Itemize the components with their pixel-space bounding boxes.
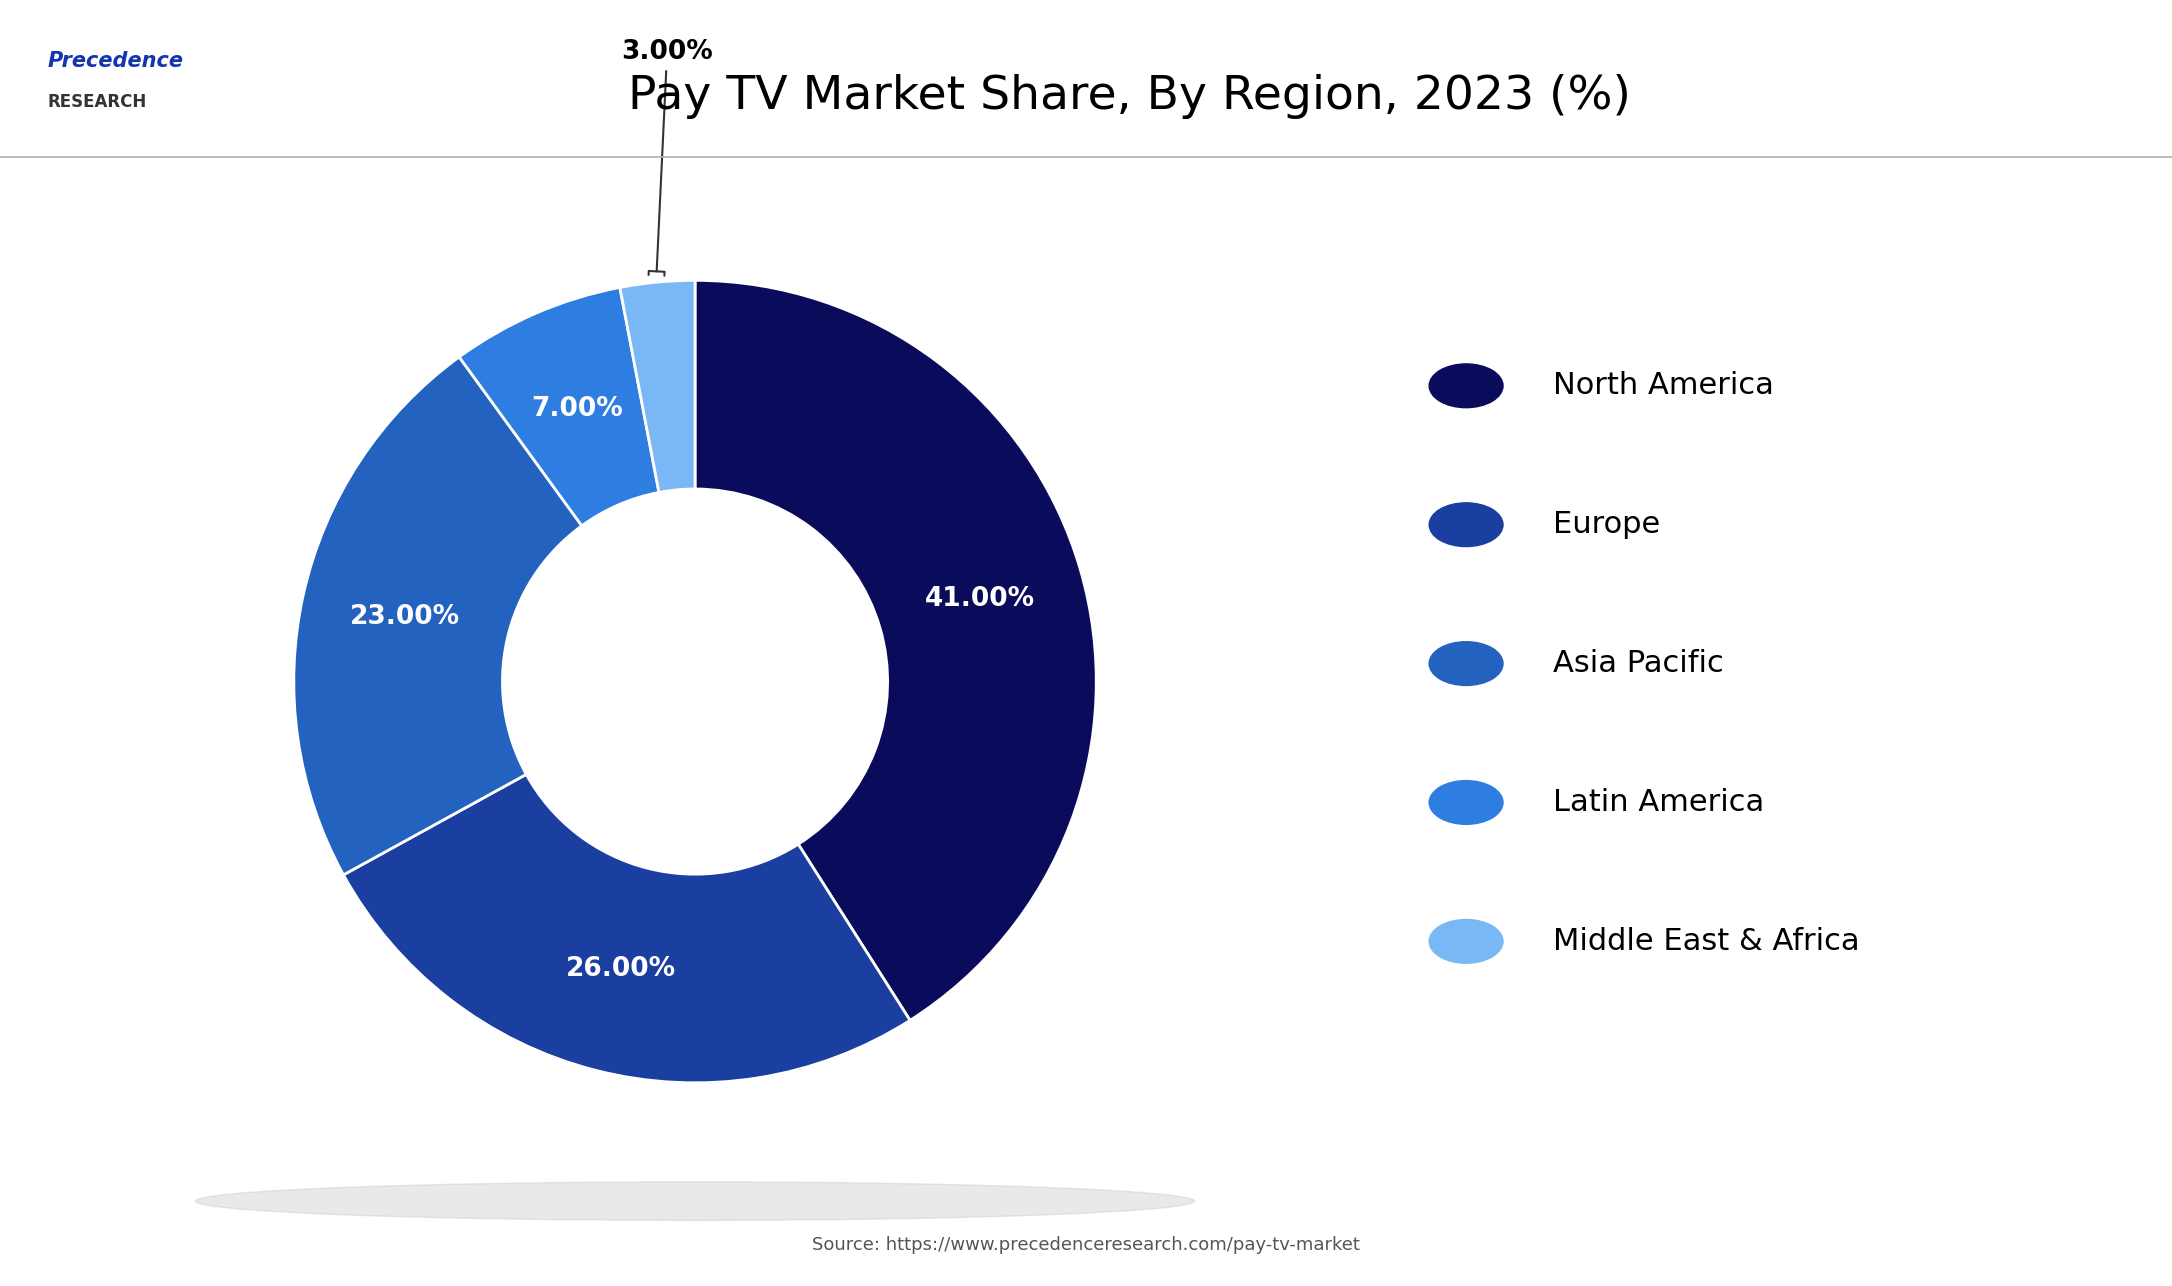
Wedge shape [343, 774, 910, 1083]
Text: 7.00%: 7.00% [532, 396, 623, 422]
Text: Middle East & Africa: Middle East & Africa [1553, 927, 1859, 955]
Wedge shape [458, 288, 658, 526]
Text: Pay TV Market Share, By Region, 2023 (%): Pay TV Market Share, By Region, 2023 (%) [628, 75, 1631, 118]
Text: 26.00%: 26.00% [567, 957, 675, 983]
Text: 41.00%: 41.00% [925, 585, 1036, 612]
Text: Source: https://www.precedenceresearch.com/pay-tv-market: Source: https://www.precedenceresearch.c… [812, 1236, 1360, 1254]
Text: RESEARCH: RESEARCH [48, 93, 148, 111]
Text: Latin America: Latin America [1553, 788, 1764, 817]
Text: 3.00%: 3.00% [621, 40, 712, 275]
Text: North America: North America [1553, 372, 1775, 400]
Text: Europe: Europe [1553, 511, 1659, 539]
Wedge shape [695, 280, 1097, 1020]
Wedge shape [619, 280, 695, 493]
Wedge shape [293, 358, 582, 874]
Text: 23.00%: 23.00% [350, 604, 460, 630]
Text: Asia Pacific: Asia Pacific [1553, 649, 1725, 678]
Text: Precedence: Precedence [48, 51, 185, 72]
